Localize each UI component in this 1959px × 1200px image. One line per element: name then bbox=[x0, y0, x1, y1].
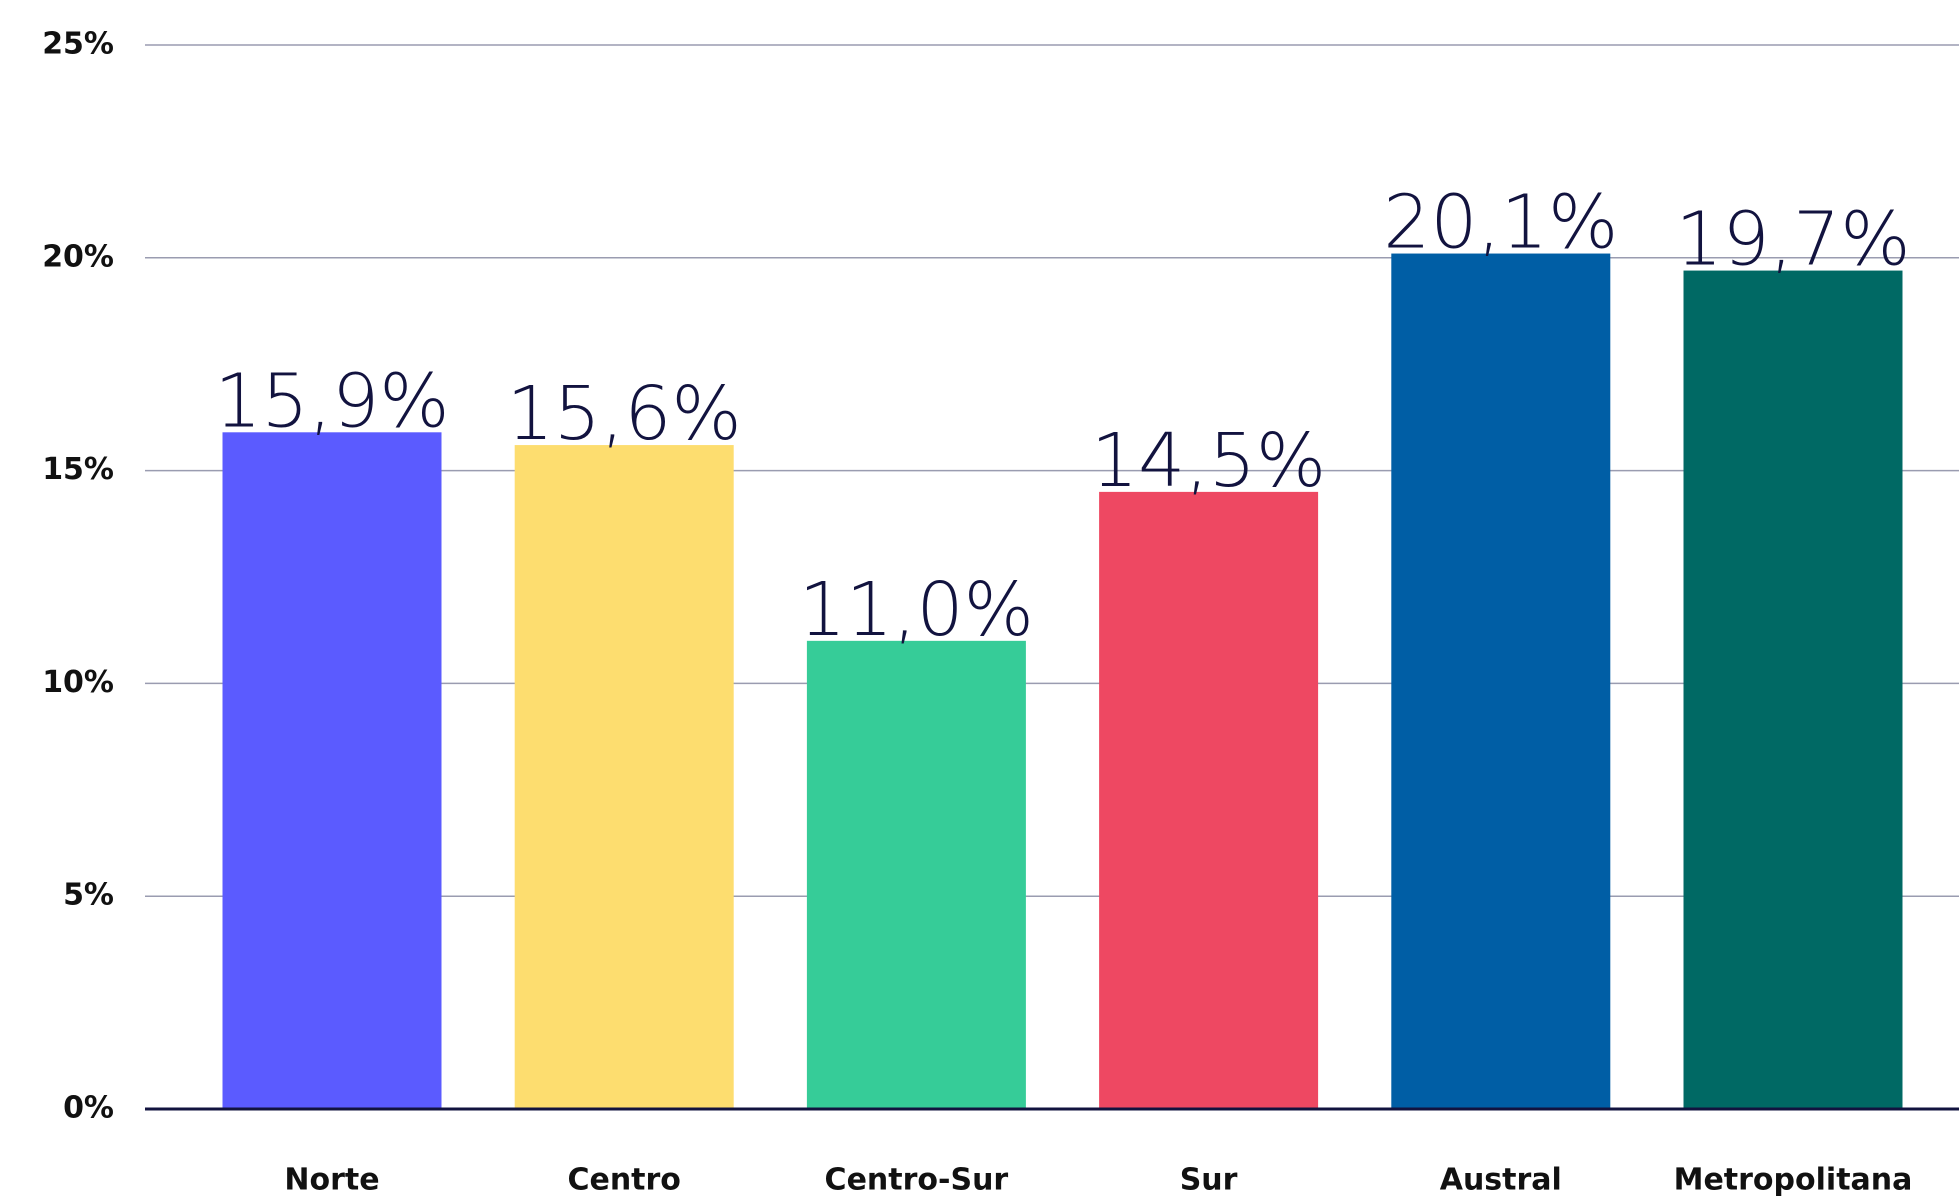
y-tick-label: 5% bbox=[63, 878, 114, 913]
value-label: 11,0% bbox=[799, 567, 1034, 653]
value-label: 14,5% bbox=[1091, 418, 1326, 504]
x-tick-label: Sur bbox=[1180, 1163, 1238, 1198]
x-tick-label: Centro bbox=[567, 1163, 680, 1198]
value-label: 15,9% bbox=[214, 358, 449, 444]
bar bbox=[1099, 491, 1319, 1109]
x-tick-label: Metropolitana bbox=[1674, 1163, 1913, 1198]
y-tick-label: 0% bbox=[63, 1091, 114, 1126]
bar bbox=[222, 432, 442, 1109]
value-label: 19,7% bbox=[1675, 197, 1910, 283]
value-label: 15,6% bbox=[507, 371, 742, 457]
y-tick-label: 20% bbox=[42, 239, 114, 274]
bar bbox=[1391, 253, 1611, 1109]
bar bbox=[514, 445, 734, 1110]
x-tick-label: Centro-Sur bbox=[825, 1163, 1009, 1198]
y-tick-label: 25% bbox=[42, 27, 114, 62]
x-tick-label: Norte bbox=[284, 1163, 379, 1198]
y-tick-label: 15% bbox=[42, 452, 114, 487]
bar bbox=[806, 640, 1026, 1109]
x-tick-label: Austral bbox=[1440, 1163, 1562, 1198]
y-tick-label: 10% bbox=[42, 665, 114, 700]
bar bbox=[1683, 270, 1903, 1109]
value-label: 20,1% bbox=[1383, 180, 1618, 266]
